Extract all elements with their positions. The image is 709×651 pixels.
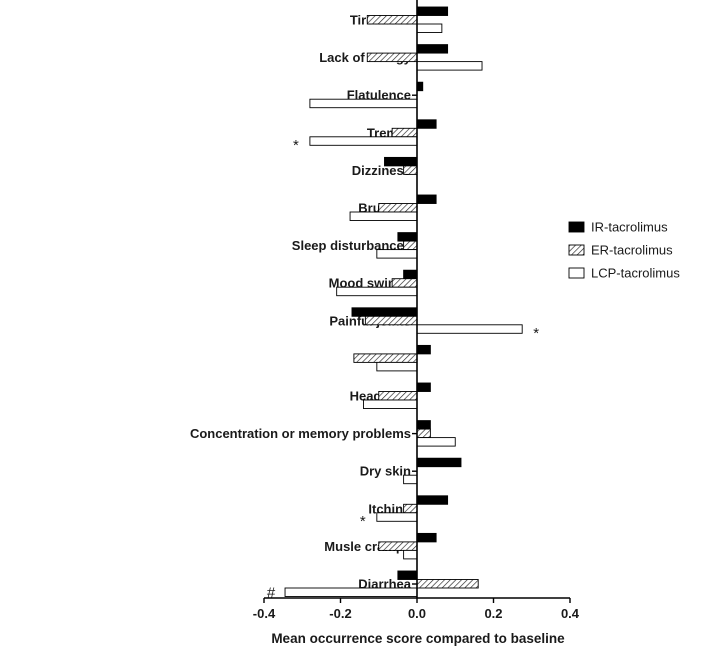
bar-er-tacrolimus-lack-of-energy bbox=[366, 52, 418, 63]
bar-lcp-tacrolimus-flatulence bbox=[309, 98, 418, 109]
x-tick-label: -0.4 bbox=[253, 606, 276, 621]
x-tick-label: 0.4 bbox=[561, 606, 580, 621]
legend-label-lcp-tacrolimus: LCP-tacrolimus bbox=[591, 266, 680, 281]
category-label-concentration-or-memory-problems: Concentration or memory problems bbox=[190, 426, 411, 441]
bar-ir-tacrolimus-dry-skin bbox=[416, 457, 462, 468]
bar-ir-tacrolimus-tremor bbox=[416, 119, 437, 129]
legend: IR-tacrolimus ER-tacrolimus LCP-tacrolimus bbox=[568, 220, 680, 281]
bar-er-tacrolimus-bruising bbox=[378, 203, 418, 213]
bar-lcp-tacrolimus-sleep-disturbances bbox=[376, 249, 418, 259]
category-label-dry-skin: Dry skin bbox=[360, 464, 411, 479]
annotation-asterisk-tremor: * bbox=[293, 137, 299, 154]
bar-ir-tacrolimus-musle-cramps bbox=[416, 532, 437, 543]
x-tick-label: -0.2 bbox=[329, 606, 351, 621]
bar-er-tacrolimus-tiredness bbox=[366, 15, 418, 25]
bar-er-tacrolimus-dizziness bbox=[403, 165, 418, 175]
legend-label-ir-tacrolimus: IR-tacrolimus bbox=[591, 220, 668, 235]
x-axis-title: Mean occurrence score compared to baseli… bbox=[271, 631, 565, 646]
bar-lcp-tacrolimus-musle-cramps bbox=[403, 549, 418, 560]
bar-lcp-tacrolimus-headache bbox=[363, 399, 418, 409]
legend-swatch-er-tacrolimus bbox=[568, 244, 585, 256]
bar-lcp-tacrolimus-concentration-or-memory-problems bbox=[416, 437, 456, 447]
bar-lcp-tacrolimus-thirst bbox=[376, 361, 418, 372]
bar-ir-tacrolimus-flatulence bbox=[416, 81, 424, 92]
bar-ir-tacrolimus-dizziness bbox=[384, 156, 418, 167]
annotation-hash-diarrhea: # bbox=[267, 584, 276, 601]
bar-er-tacrolimus-mood-swings bbox=[391, 278, 418, 288]
legend-label-er-tacrolimus: ER-tacrolimus bbox=[591, 243, 673, 258]
bar-ir-tacrolimus-itching bbox=[416, 495, 449, 505]
bar-er-tacrolimus-thirst bbox=[353, 353, 418, 363]
bar-ir-tacrolimus-thirst bbox=[416, 344, 431, 355]
bar-lcp-tacrolimus-tiredness bbox=[416, 23, 443, 33]
bar-ir-tacrolimus-painful-joints bbox=[351, 307, 418, 317]
bar-er-tacrolimus-itching bbox=[403, 503, 418, 514]
x-tick-label: 0.0 bbox=[408, 606, 426, 621]
legend-swatch-ir-tacrolimus bbox=[568, 221, 585, 233]
bar-ir-tacrolimus-sleep-disturbances bbox=[397, 232, 418, 242]
bar-lcp-tacrolimus-painful-joints bbox=[416, 324, 523, 334]
bar-lcp-tacrolimus-diarrhea bbox=[284, 587, 418, 597]
bar-ir-tacrolimus-lack-of-energy bbox=[416, 44, 449, 54]
bar-ir-tacrolimus-mood-swings bbox=[403, 269, 418, 280]
annotation-asterisk-painful-joints: * bbox=[533, 325, 539, 342]
bar-ir-tacrolimus-diarrhea bbox=[397, 570, 418, 580]
legend-swatch-lcp-tacrolimus bbox=[568, 267, 585, 279]
x-tick-label: 0.2 bbox=[484, 606, 502, 621]
plot-area: TirednessLack of energyFlatulenceTremorD… bbox=[190, 0, 580, 621]
annotation-asterisk-itching: * bbox=[360, 513, 366, 530]
category-label-dizziness: Dizziness bbox=[352, 163, 411, 178]
bar-ir-tacrolimus-headache bbox=[416, 382, 431, 392]
bar-ir-tacrolimus-tiredness bbox=[416, 6, 449, 16]
bar-er-tacrolimus-concentration-or-memory-problems bbox=[416, 428, 431, 439]
bar-ir-tacrolimus-concentration-or-memory-problems bbox=[416, 420, 431, 430]
bar-er-tacrolimus-musle-cramps bbox=[378, 541, 418, 551]
bar-er-tacrolimus-diarrhea bbox=[416, 579, 479, 589]
bar-lcp-tacrolimus-tremor bbox=[309, 136, 418, 146]
bar-er-tacrolimus-headache bbox=[378, 391, 418, 401]
bar-lcp-tacrolimus-lack-of-energy bbox=[416, 61, 483, 71]
bar-lcp-tacrolimus-itching bbox=[376, 512, 418, 522]
bar-er-tacrolimus-painful-joints bbox=[364, 315, 418, 326]
bar-er-tacrolimus-sleep-disturbances bbox=[403, 240, 418, 251]
bar-er-tacrolimus-tremor bbox=[391, 127, 418, 138]
bar-lcp-tacrolimus-mood-swings bbox=[336, 286, 418, 297]
bar-ir-tacrolimus-bruising bbox=[416, 194, 437, 204]
bar-lcp-tacrolimus-dry-skin bbox=[403, 474, 418, 485]
bar-lcp-tacrolimus-bruising bbox=[349, 211, 418, 221]
